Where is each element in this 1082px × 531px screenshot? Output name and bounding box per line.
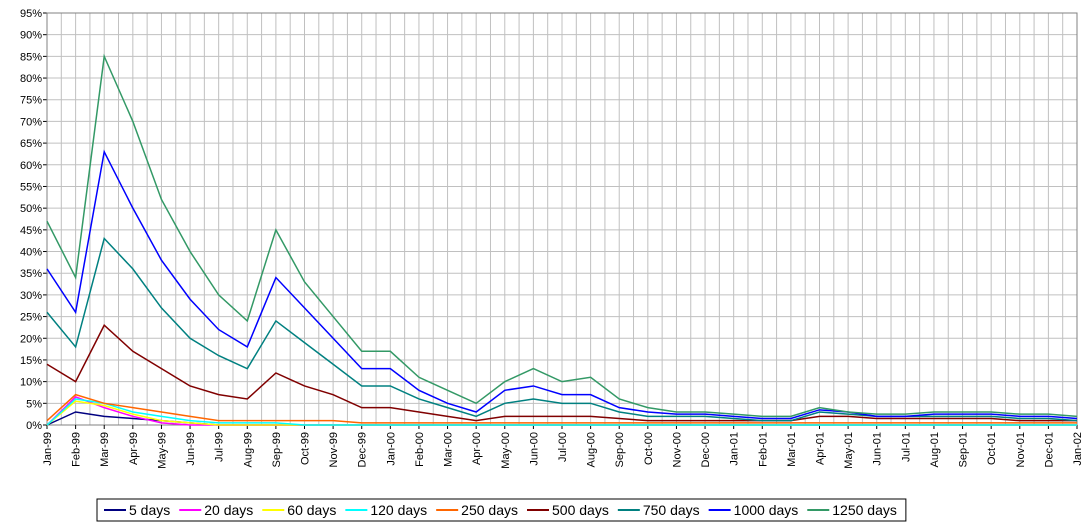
y-tick-label: 30% xyxy=(20,290,42,302)
legend-label: 1250 days xyxy=(832,502,897,518)
x-tick-label: Feb-00 xyxy=(414,432,426,467)
x-tick-label: Oct-99 xyxy=(300,432,312,465)
x-tick-label: Jul-01 xyxy=(900,432,912,462)
y-tick-label: 40% xyxy=(20,247,42,259)
x-tick-label: Jan-01 xyxy=(729,432,741,466)
y-tick-label: 20% xyxy=(20,333,42,345)
y-tick-label: 5% xyxy=(26,398,42,410)
x-tick-label: Sep-99 xyxy=(271,432,283,467)
x-tick-label: Nov-99 xyxy=(328,432,340,467)
legend-box xyxy=(96,498,907,522)
x-tick-label: Dec-99 xyxy=(357,432,369,467)
legend-label: 750 days xyxy=(643,502,700,518)
y-tick-label: 60% xyxy=(20,160,42,172)
x-tick-label: Jun-00 xyxy=(528,432,540,466)
x-tick-label: Apr-99 xyxy=(128,432,140,465)
y-tick-label: 35% xyxy=(20,268,42,280)
x-tick-label: Apr-01 xyxy=(815,432,827,465)
legend-label: 250 days xyxy=(461,502,518,518)
y-tick-label: 85% xyxy=(20,51,42,63)
legend-label: 500 days xyxy=(552,502,609,518)
x-tick-label: May-00 xyxy=(500,432,512,469)
y-tick-label: 90% xyxy=(20,30,42,42)
series-line xyxy=(46,324,1077,422)
x-tick-label: Jan-99 xyxy=(42,432,54,466)
series-line xyxy=(46,398,1077,426)
y-tick-label: 0% xyxy=(26,420,42,432)
x-tick-label: Mar-01 xyxy=(786,432,798,467)
x-tick-label: Aug-00 xyxy=(586,432,598,467)
x-tick-label: Jul-00 xyxy=(557,432,569,462)
x-tick-label: Feb-01 xyxy=(757,432,769,467)
x-tick-label: Sep-00 xyxy=(614,432,626,467)
x-tick-label: Jan-00 xyxy=(385,432,397,466)
x-tick-label: Apr-00 xyxy=(471,432,483,465)
x-tick-label: Aug-01 xyxy=(929,432,941,467)
x-tick-label: Jun-99 xyxy=(185,432,197,466)
y-tick-label: 45% xyxy=(20,225,42,237)
x-tick-label: Mar-00 xyxy=(443,432,455,467)
legend-label: 20 days xyxy=(204,502,253,518)
series-line xyxy=(46,149,1078,420)
y-tick-label: 65% xyxy=(20,138,42,150)
y-tick-label: 10% xyxy=(20,377,42,389)
x-tick-label: Oct-00 xyxy=(643,432,655,465)
y-tick-label: 50% xyxy=(20,203,42,215)
y-tick-label: 25% xyxy=(20,312,42,324)
y-tick-label: 75% xyxy=(20,95,42,107)
x-tick-label: Dec-01 xyxy=(1043,432,1055,467)
y-tick-label: 55% xyxy=(20,181,42,193)
x-tick-label: Jan-02 xyxy=(1072,432,1082,466)
x-tick-label: May-01 xyxy=(843,432,855,469)
legend-label: 1000 days xyxy=(734,502,799,518)
y-tick-label: 15% xyxy=(20,355,42,367)
x-tick-label: Nov-01 xyxy=(1015,432,1027,467)
x-tick-label: Feb-99 xyxy=(71,432,83,467)
legend: 5 days 20 days 60 days 120 days 250 days 500 … xyxy=(96,498,907,522)
x-tick-label: Oct-01 xyxy=(986,432,998,465)
series-line xyxy=(46,53,1078,418)
x-tick-label: Sep-01 xyxy=(958,432,970,467)
y-tick-label: 95% xyxy=(20,8,42,20)
legend-label: 120 days xyxy=(370,502,427,518)
legend-label: 5 days xyxy=(129,502,170,518)
x-tick-label: Nov-00 xyxy=(671,432,683,467)
x-tick-label: Mar-99 xyxy=(99,432,111,467)
x-tick-label: Aug-99 xyxy=(242,432,254,467)
x-tick-label: Jul-99 xyxy=(214,432,226,462)
series-line xyxy=(46,393,1077,424)
y-tick-label: 80% xyxy=(20,73,42,85)
y-tick-label: 70% xyxy=(20,116,42,128)
legend-label: 60 days xyxy=(287,502,336,518)
x-tick-label: Jun-01 xyxy=(872,432,884,466)
x-tick-label: Dec-00 xyxy=(700,432,712,467)
x-tick-label: May-99 xyxy=(156,432,168,469)
